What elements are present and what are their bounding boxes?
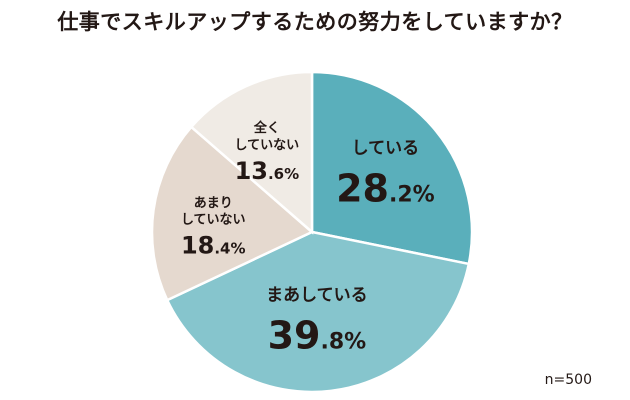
chart-title: 仕事でスキルアップするための努力をしていますか？	[57, 10, 573, 34]
pie-slice	[150, 125, 315, 302]
sample-size-label: n=500	[544, 372, 592, 388]
slice-category-label: している	[352, 138, 420, 158]
slice-value-label: 18.4%	[181, 232, 246, 260]
pie-slice	[165, 230, 471, 394]
slice-value-label: 39.8%	[268, 314, 367, 358]
slice-value-label: 13.6%	[235, 157, 300, 185]
slice-category-label: していない	[235, 138, 300, 153]
slice-category-label: あまり	[194, 196, 233, 211]
slice-category-label: 全く	[253, 120, 280, 136]
slice-value-label: 28.2%	[336, 166, 435, 210]
slice-category-label: まあしている	[266, 286, 368, 306]
pie-slice	[310, 70, 474, 266]
pie-slice	[189, 70, 314, 235]
slice-category-label: していない	[181, 213, 246, 228]
